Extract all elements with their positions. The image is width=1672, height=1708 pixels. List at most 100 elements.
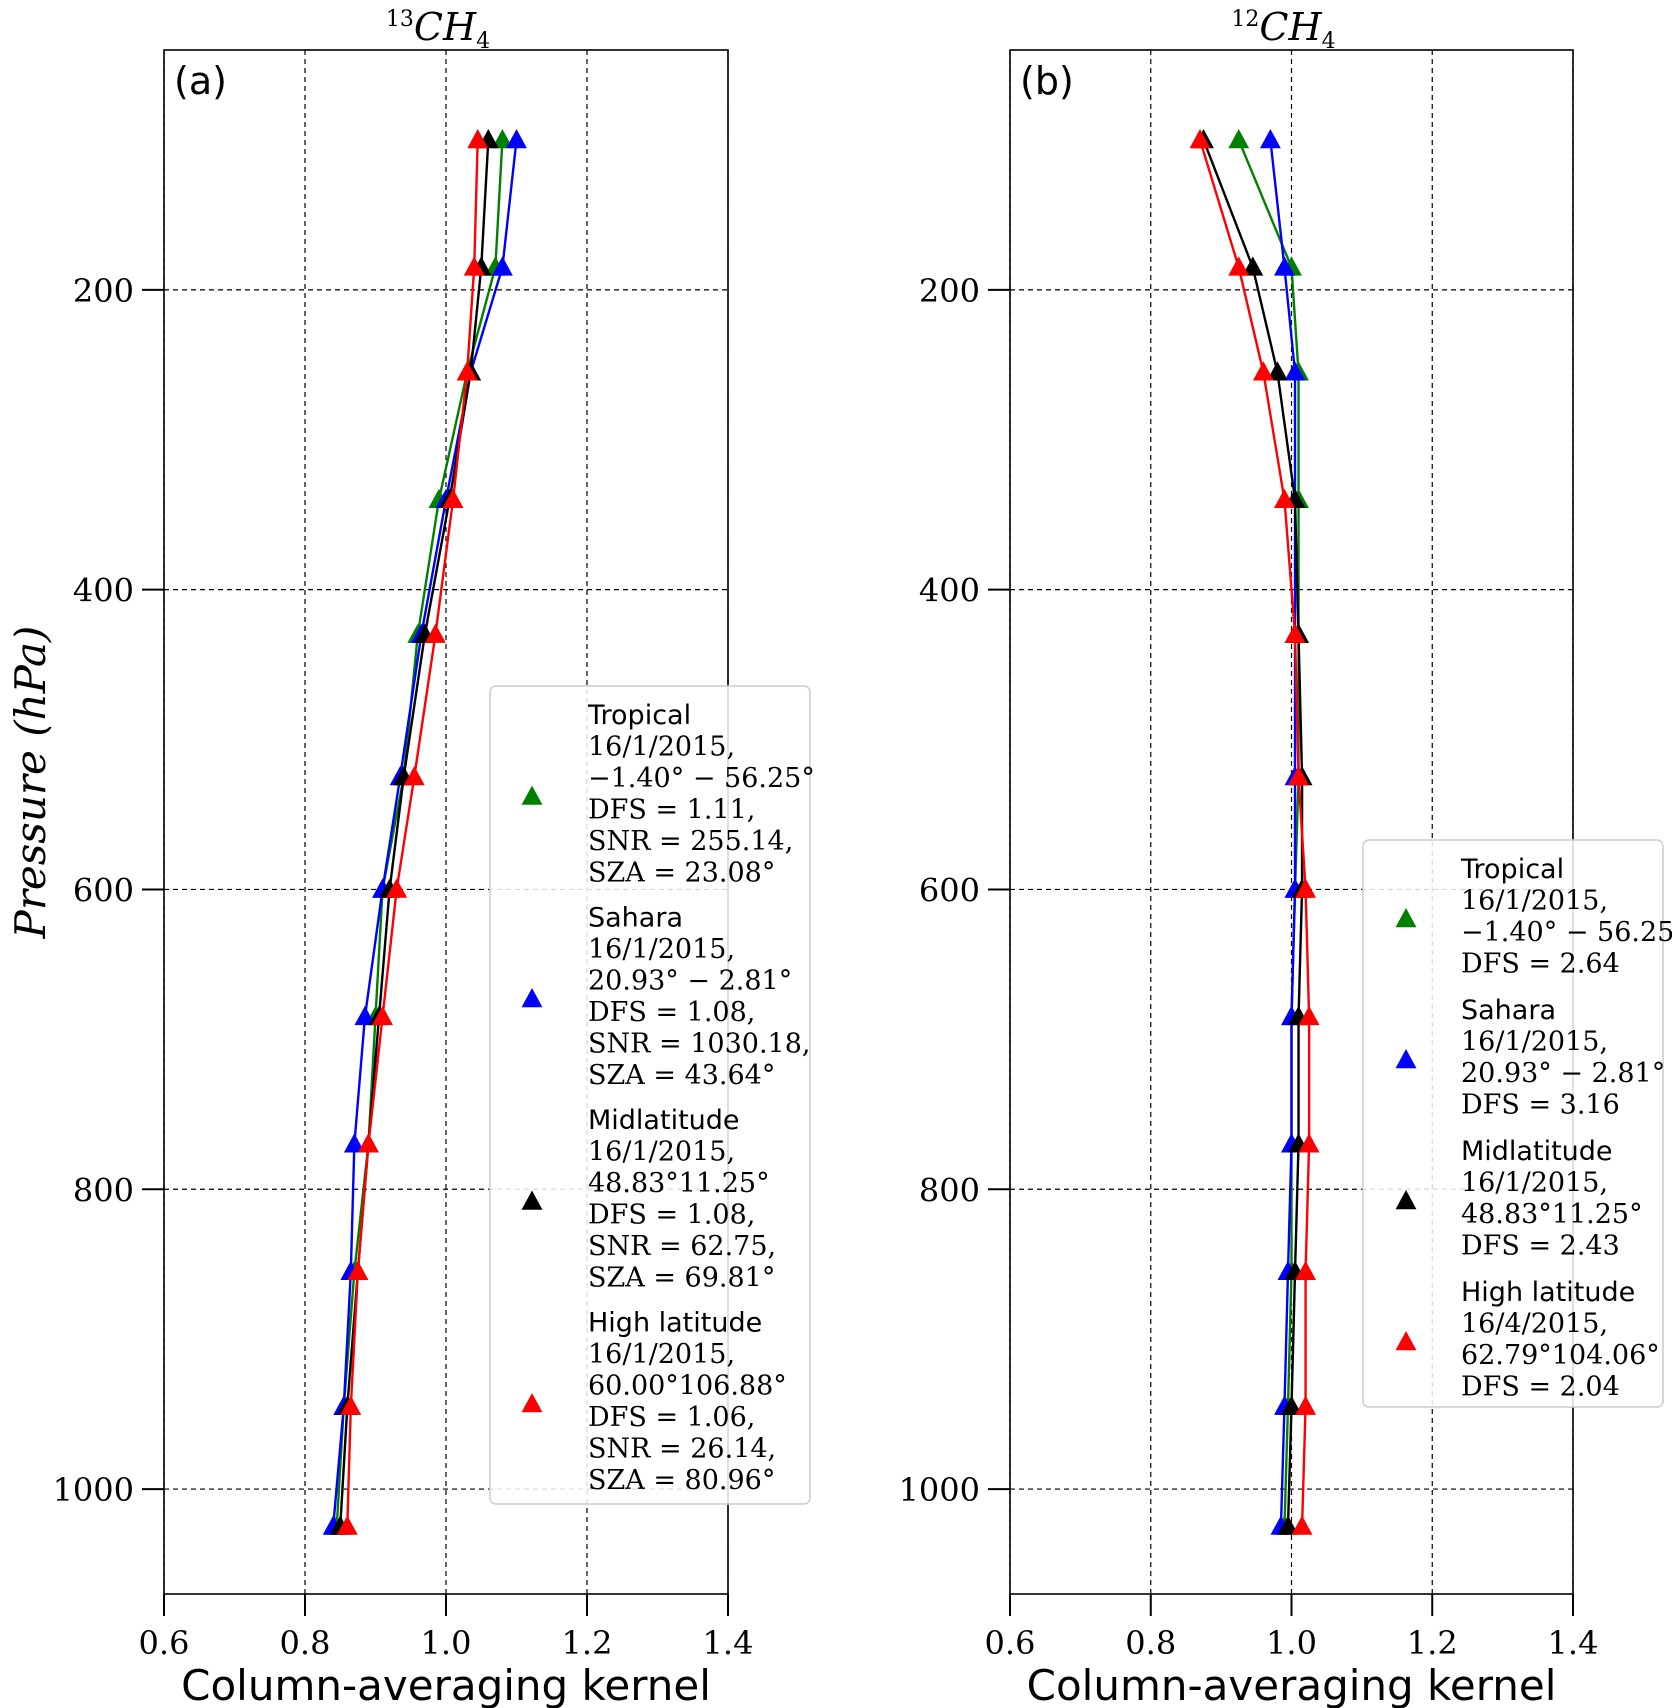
data-point-marker	[358, 1133, 379, 1153]
chart-panel-1: 0.6 0.8 1.0 1.2 1.4 200 400 600 800 1000 Column-av…	[899, 5, 1672, 1708]
legend-detail-line: SZA = 69.81°	[588, 1263, 775, 1294]
legend-detail-line: 16/1/2015,	[1461, 886, 1608, 917]
legend-marker	[521, 988, 543, 1008]
legend-detail-line: 16/4/2015,	[1461, 1309, 1608, 1340]
chart-title: 12CH4	[1231, 5, 1335, 54]
legend-detail-line: 16/1/2015,	[588, 1339, 735, 1370]
legend-marker	[1395, 908, 1417, 928]
data-point-marker	[347, 1260, 369, 1280]
data-point-marker	[1228, 128, 1250, 149]
series-line	[1269, 139, 1297, 1527]
legend-detail-line: 20.93° − 2.81°	[588, 966, 792, 997]
data-point-marker	[1277, 1515, 1299, 1535]
data-point-marker	[424, 623, 446, 643]
legend-detail-line: −1.40° − 56.25°	[1461, 917, 1672, 948]
data-point-marker	[1281, 1395, 1302, 1415]
panel-label: (b)	[1020, 59, 1074, 103]
legend-marker	[1395, 1331, 1417, 1351]
legend-detail-line: SZA = 23.08°	[588, 858, 775, 889]
legend-marker	[521, 1190, 543, 1210]
chart-title: 13CH4	[386, 5, 490, 54]
y-tick-label: 1000	[53, 1471, 134, 1509]
legend-detail-line: DFS = 2.43	[1461, 1231, 1620, 1262]
legend-series-name: Sahara	[1461, 995, 1556, 1026]
data-point-marker	[1252, 361, 1274, 381]
legend-marker	[521, 785, 543, 805]
legend-frame	[1362, 839, 1664, 1408]
title-superscript: 12	[1231, 7, 1259, 32]
legend-series-name: Midlatitude	[1461, 1136, 1613, 1167]
series-line	[346, 139, 479, 1527]
legend-detail-line: SNR = 62.75,	[588, 1231, 776, 1262]
x-tick-label: 1.0	[1266, 1624, 1317, 1662]
data-point-marker	[1298, 1005, 1320, 1026]
legend-detail-line: SNR = 1030.18,	[588, 1029, 810, 1060]
data-point-marker	[506, 128, 527, 149]
legend-detail-line: 16/1/2015,	[588, 732, 735, 763]
legend-detail-line: −1.40° − 56.25°	[588, 763, 815, 794]
y-axis-label: Pressure (hPa)	[6, 626, 55, 940]
data-point-marker	[403, 766, 425, 786]
data-point-marker	[1284, 623, 1306, 643]
y-tick-label: 600	[73, 871, 134, 909]
x-axis-label: Column-averaging kernel	[181, 1661, 711, 1708]
legend-detail-line: SNR = 26.14,	[588, 1434, 776, 1465]
data-point-marker	[1274, 256, 1295, 276]
legend-detail-line: DFS = 1.06,	[588, 1402, 755, 1433]
chart-panel-0: 0.6 0.8 1.0 1.2 1.4 200 400 600 800 1000 Column-av…	[6, 5, 815, 1708]
legend-detail-line: DFS = 2.04	[1461, 1372, 1620, 1403]
x-tick-label: 0.6	[985, 1624, 1036, 1662]
data-point-marker	[1228, 256, 1250, 276]
y-tick-label: 400	[919, 572, 980, 610]
series-line	[1237, 139, 1300, 1527]
data-point-marker	[491, 256, 513, 276]
legend-series-name: Midlatitude	[588, 1105, 740, 1136]
data-point-marker	[1274, 488, 1295, 508]
series-3	[1189, 128, 1320, 1535]
legend-frame	[489, 685, 811, 1505]
y-tick-label: 200	[73, 272, 134, 310]
data-point-marker	[491, 128, 513, 149]
legend-detail-line: SZA = 80.96°	[588, 1465, 775, 1496]
x-tick-label: 0.8	[280, 1624, 331, 1662]
data-point-marker	[340, 1395, 362, 1415]
y-tick-label: 400	[73, 572, 134, 610]
x-tick-label: 1.2	[562, 1624, 613, 1662]
legend-detail-line: 16/1/2015,	[1461, 1168, 1608, 1199]
panel-label: (a)	[174, 59, 227, 103]
legend-detail-line: DFS = 1.08,	[588, 997, 755, 1028]
legend-detail-line: DFS = 2.64	[1461, 949, 1620, 980]
data-point-marker	[1298, 1133, 1320, 1153]
data-point-marker	[354, 1005, 376, 1026]
data-point-marker	[1295, 1395, 1317, 1415]
legend-detail-line: 48.83°11.25°	[1461, 1199, 1643, 1230]
data-point-marker	[343, 1133, 365, 1153]
legend-series-name: High latitude	[588, 1308, 762, 1339]
data-point-marker	[1295, 878, 1317, 898]
legend-detail-line: 16/1/2015,	[1461, 1027, 1608, 1058]
x-tick-label: 1.4	[1548, 1624, 1599, 1662]
data-point-marker	[1295, 1260, 1317, 1280]
data-point-marker	[1189, 128, 1211, 149]
x-tick-label: 1.2	[1407, 1624, 1458, 1662]
data-point-marker	[1288, 766, 1309, 786]
series-line	[1198, 139, 1311, 1527]
legend-detail-line: 48.83°11.25°	[588, 1168, 770, 1199]
legend-detail-line: SZA = 43.64°	[588, 1060, 775, 1091]
legend-detail-line: DFS = 3.16	[1461, 1090, 1620, 1121]
legend-detail-line: SNR = 255.14,	[588, 826, 793, 857]
data-point-marker	[463, 256, 485, 276]
title-subscript: 4	[1322, 29, 1336, 54]
data-point-marker	[442, 488, 464, 508]
data-point-marker	[456, 361, 478, 381]
legend-detail-line: 60.00°106.88°	[588, 1371, 787, 1402]
data-point-marker	[1291, 1515, 1313, 1535]
y-tick-label: 800	[73, 1171, 134, 1209]
title-main: CH	[1259, 5, 1322, 49]
legend-detail-line: 16/1/2015,	[588, 1137, 735, 1168]
legend-marker	[1395, 1190, 1417, 1210]
y-tick-label: 800	[919, 1171, 980, 1209]
y-tick-label: 200	[919, 272, 980, 310]
